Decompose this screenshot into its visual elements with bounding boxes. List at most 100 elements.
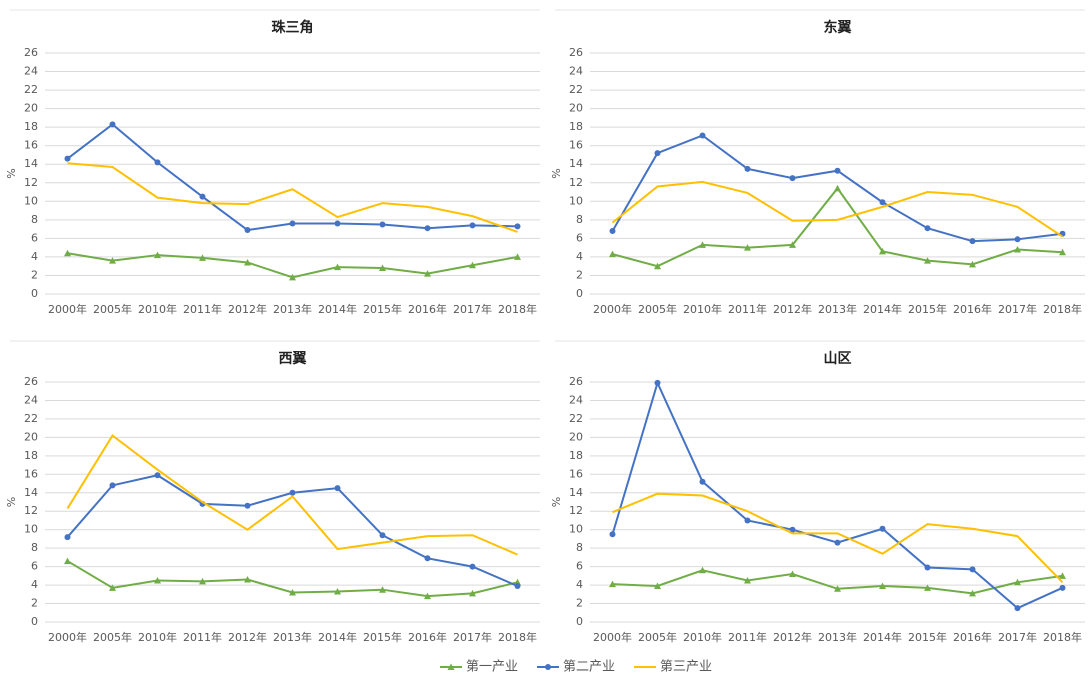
x-tick-label: 2016年 [953, 630, 992, 644]
point [834, 167, 841, 174]
y-tick-label: 6 [576, 231, 583, 244]
point [834, 184, 841, 192]
y-tick-label: 20 [24, 102, 38, 115]
series-line [612, 492, 1064, 584]
series-line [66, 123, 518, 232]
y-tick-label: 8 [31, 213, 38, 226]
point [154, 251, 161, 259]
point [109, 257, 116, 264]
y-tick-label: 8 [31, 541, 38, 554]
y-tick-label: 10 [569, 194, 583, 207]
x-tick-label: 2017年 [998, 630, 1037, 644]
x-tick-label: 2014年 [318, 302, 357, 316]
point [1014, 605, 1021, 612]
y-tick-label: 6 [31, 560, 38, 573]
point [924, 584, 931, 591]
y-tick-label: 14 [24, 157, 38, 170]
y-tick-label: 12 [569, 504, 583, 517]
y-axis-label: % [5, 168, 18, 178]
x-tick-label: 2011年 [183, 630, 222, 644]
point [244, 576, 251, 583]
x-tick-label: 2012年 [228, 630, 267, 644]
point [1059, 584, 1066, 591]
chart-title: 东翼 [824, 19, 852, 36]
point [64, 249, 71, 257]
point [789, 526, 796, 533]
point [469, 563, 476, 570]
y-tick-label: 2 [576, 597, 583, 610]
y-tick-label: 20 [569, 102, 583, 115]
point [469, 261, 476, 269]
point [514, 223, 521, 230]
point [424, 555, 431, 562]
x-tick-label: 2015年 [908, 630, 947, 644]
y-tick-label: 8 [576, 213, 583, 226]
legend-label: 第二产业 [563, 660, 615, 675]
y-axis-label: % [5, 497, 18, 507]
x-tick-label: 2015年 [908, 302, 947, 316]
point [244, 258, 251, 266]
y-tick-label: 16 [569, 467, 583, 480]
point [879, 582, 886, 589]
y-tick-label: 16 [24, 467, 38, 480]
y-tick-label: 0 [576, 615, 583, 628]
point [879, 525, 886, 532]
series-line [67, 162, 518, 233]
y-tick-label: 12 [24, 504, 38, 517]
y-tick-label: 24 [24, 393, 38, 406]
x-tick-label: 2013年 [273, 630, 312, 644]
point [1059, 248, 1066, 256]
y-tick-label: 6 [576, 560, 583, 573]
series-line [611, 180, 1064, 238]
y-tick-label: 14 [569, 486, 583, 499]
point [109, 482, 116, 489]
y-tick-label: 22 [24, 412, 38, 425]
point [1014, 236, 1021, 243]
point [514, 583, 521, 589]
y-tick-label: 24 [24, 65, 38, 78]
point [199, 193, 206, 200]
point [424, 270, 431, 277]
x-tick-label: 2016年 [953, 302, 992, 316]
y-tick-label: 20 [24, 430, 38, 443]
y-tick-label: 14 [569, 157, 583, 170]
x-tick-label: 2012年 [773, 630, 812, 644]
point [789, 175, 796, 182]
point [879, 247, 886, 255]
y-axis-label: % [550, 497, 563, 507]
point [64, 534, 71, 541]
x-tick-label: 2010年 [138, 630, 177, 644]
x-tick-label: 2018年 [1043, 630, 1082, 644]
x-tick-label: 2014年 [318, 630, 357, 644]
point [154, 472, 161, 479]
point [969, 566, 976, 573]
point [1059, 572, 1066, 579]
x-tick-label: 2000年 [593, 630, 632, 644]
point [1014, 246, 1021, 253]
point [969, 260, 976, 268]
point [244, 227, 251, 234]
point [924, 257, 931, 264]
y-tick-label: 26 [569, 375, 583, 388]
y-tick-label: 4 [576, 250, 583, 263]
x-tick-label: 2013年 [818, 302, 857, 316]
x-tick-label: 2011年 [728, 302, 767, 316]
point [379, 532, 386, 539]
point [924, 225, 931, 232]
legend-label: 第一产业 [466, 660, 518, 675]
chart-title: 山区 [824, 351, 852, 367]
y-tick-label: 22 [569, 412, 583, 425]
point [289, 220, 296, 227]
point [654, 379, 661, 386]
point [699, 478, 706, 485]
point [334, 220, 341, 227]
x-tick-label: 2000年 [593, 302, 632, 316]
point [744, 244, 751, 251]
point [609, 227, 616, 234]
x-tick-label: 2017年 [998, 302, 1037, 316]
point [834, 585, 841, 592]
point [744, 517, 751, 524]
point [334, 588, 341, 595]
y-tick-label: 0 [31, 287, 38, 300]
